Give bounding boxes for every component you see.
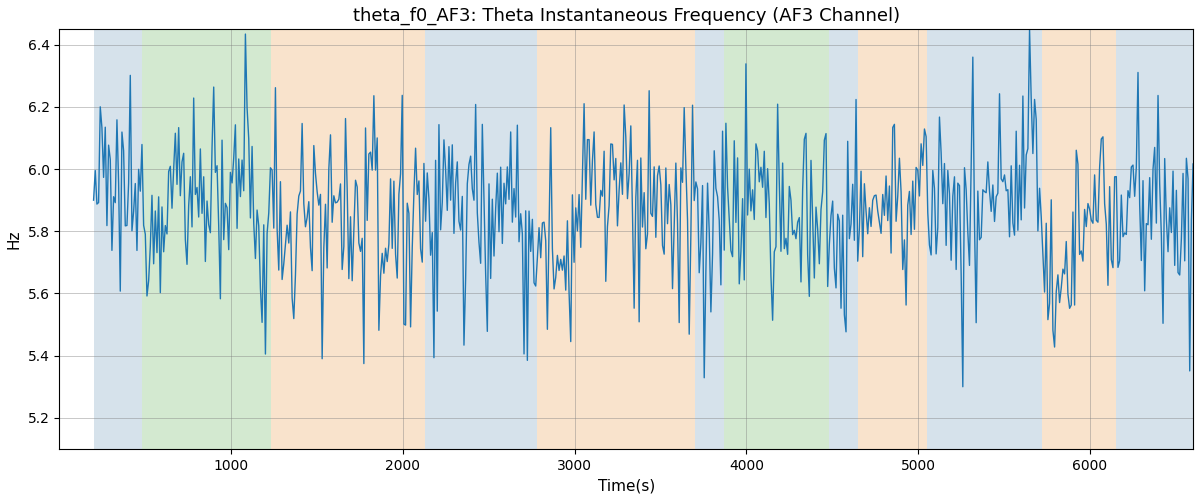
Bar bbox=[425, 30, 536, 449]
Bar bbox=[536, 30, 695, 449]
Bar bbox=[829, 30, 858, 449]
Bar bbox=[94, 30, 142, 449]
Bar bbox=[270, 30, 425, 449]
X-axis label: Time(s): Time(s) bbox=[598, 478, 655, 493]
Bar bbox=[724, 30, 829, 449]
Bar bbox=[695, 30, 724, 449]
Bar bbox=[1042, 30, 1116, 449]
Bar bbox=[926, 30, 1042, 449]
Title: theta_f0_AF3: Theta Instantaneous Frequency (AF3 Channel): theta_f0_AF3: Theta Instantaneous Freque… bbox=[353, 7, 900, 25]
Bar bbox=[858, 30, 926, 449]
Bar bbox=[1116, 30, 1193, 449]
Y-axis label: Hz: Hz bbox=[7, 230, 22, 249]
Bar bbox=[142, 30, 270, 449]
